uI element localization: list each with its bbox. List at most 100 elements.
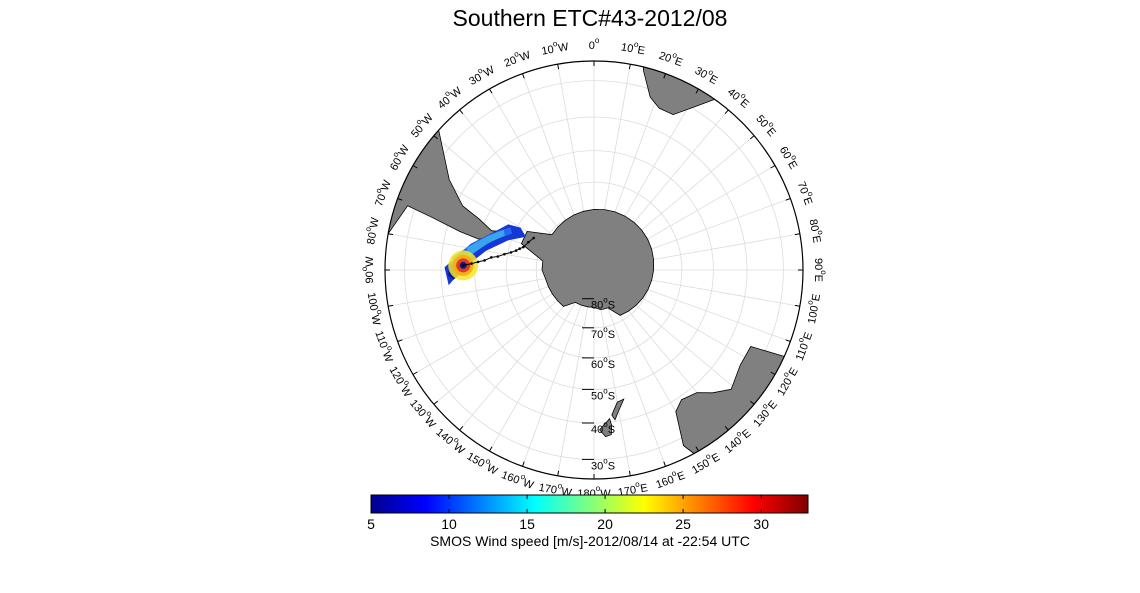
boundary-tick — [663, 461, 666, 467]
colorbar-tick-label: 5 — [367, 516, 375, 532]
boundary-tick — [433, 135, 439, 140]
longitude-label--80: 80oW — [361, 215, 381, 245]
swath-area — [444, 224, 526, 286]
colorbar-tick-label: 20 — [597, 516, 613, 532]
longitude-label--20: 20oW — [501, 45, 532, 69]
longitude-label-100: 100oE — [802, 292, 823, 324]
longitude-label-110: 110oE — [790, 329, 815, 362]
longitude-label-10: 10oE — [620, 38, 646, 58]
boundary-tick — [770, 371, 776, 375]
boundary-tick — [397, 339, 403, 342]
longitude-label--160: 160oW — [500, 466, 537, 492]
longitude-label-20: 20oE — [657, 46, 685, 69]
boundary-tick — [695, 88, 699, 94]
colorbar-tick-label: 25 — [675, 516, 691, 532]
colorbar-ticks: 5 10 15 20 25 30 — [367, 495, 769, 532]
antarctica-landmass — [520, 208, 654, 316]
storm-track-point — [496, 255, 500, 258]
colorbar-label: SMOS Wind speed [m/s]-2012/08/14 at -22:… — [430, 533, 750, 549]
longitude-label--90: 90oW — [360, 256, 376, 284]
boundary-tick — [433, 400, 439, 405]
boundary-tick — [522, 73, 525, 79]
boundary-tick — [724, 425, 729, 431]
longitude-label--40: 40oW — [433, 82, 464, 112]
storm-track-point — [527, 240, 530, 244]
longitude-label-0: 0o — [589, 36, 600, 52]
latitude-labels: 80oS 70oS 60oS 50oS 40oS 30oS — [582, 296, 615, 472]
latitude-label-40: 40oS — [591, 420, 615, 436]
longitude-label--100: 100oW — [365, 291, 386, 327]
storm-track-point — [532, 236, 535, 240]
storm-track-point — [518, 247, 521, 250]
new-zealand-south-island — [611, 398, 625, 421]
latitude-label-80: 80oS — [591, 296, 615, 312]
meridian-line — [557, 284, 592, 476]
africa-landmass — [641, 61, 747, 116]
storm-track-point — [522, 245, 525, 249]
longitude-label-60: 60oE — [777, 143, 803, 172]
longitude-label-50: 50oE — [753, 110, 781, 139]
boundary-tick — [794, 304, 800, 307]
boundary-tick — [388, 304, 394, 307]
colorbar-tick-label: 15 — [519, 516, 535, 532]
storm-track-point — [461, 264, 465, 267]
meridian-line — [598, 283, 666, 467]
storm-track-point — [483, 259, 486, 262]
boundary-tick — [628, 64, 631, 70]
latitude-label-30: 30oS — [591, 457, 615, 473]
boundary-tick — [695, 446, 699, 452]
storm-track-point — [476, 260, 480, 264]
boundary-tick — [557, 470, 560, 476]
boundary-tick — [770, 165, 776, 169]
latitude-label-50: 50oS — [591, 387, 615, 403]
longitude-label-30: 30oE — [693, 61, 722, 87]
meridian-line — [596, 284, 631, 476]
colorbar-tick-label: 30 — [753, 516, 769, 532]
boundary-tick — [749, 400, 755, 405]
meridian-line — [522, 283, 590, 467]
boundary-tick — [412, 371, 418, 375]
boundary-tick — [397, 198, 403, 201]
longitude-label-40: 40oE — [725, 83, 754, 111]
boundary-tick — [489, 88, 493, 94]
longitude-label--170: 170oW — [538, 478, 574, 499]
longitude-label--30: 30oW — [465, 60, 497, 88]
boundary-tick — [459, 109, 464, 115]
longitude-label-90: 90oE — [812, 258, 828, 282]
longitude-label--110: 110oW — [372, 328, 398, 364]
latitude-label-60: 60oS — [591, 355, 615, 371]
meridian-line — [489, 282, 588, 452]
swath-band — [466, 229, 505, 257]
longitude-label-160: 160oE — [653, 466, 687, 491]
longitude-label-80: 80oE — [807, 218, 827, 244]
boundary-tick — [724, 109, 729, 115]
boundary-tick — [557, 64, 560, 70]
colorbar-tick-label: 10 — [441, 516, 457, 532]
storm-track-point — [509, 251, 513, 254]
boundary-tick — [749, 135, 755, 140]
colorbar: 5 10 15 20 25 30 SMOS Wind speed [m/s]-2012/0… — [367, 494, 809, 549]
longitude-label-70: 70oE — [795, 179, 818, 207]
colorbar-gradient — [370, 494, 809, 514]
longitude-label--10: 10oW — [540, 37, 570, 57]
boundary-tick — [628, 470, 631, 476]
storm-track — [461, 236, 535, 267]
map-title: Southern ETC#43-2012/08 — [453, 5, 728, 31]
boundary-tick — [412, 165, 418, 169]
boundary-tick — [459, 425, 464, 431]
storm-track-point — [490, 256, 493, 259]
boundary-tick — [794, 233, 800, 236]
boundary-tick — [663, 73, 666, 79]
boundary-tick — [489, 446, 493, 452]
new-zealand-north-island — [599, 417, 613, 438]
storm-track-point — [470, 262, 473, 265]
longitude-label--60: 60oW — [385, 141, 413, 173]
boundary-tick — [388, 233, 394, 236]
storm-track-point — [514, 249, 518, 252]
storm-track-point — [503, 252, 506, 256]
boundary-ticks — [385, 61, 803, 479]
boundary-tick — [785, 198, 791, 201]
boundary-tick — [785, 339, 791, 342]
